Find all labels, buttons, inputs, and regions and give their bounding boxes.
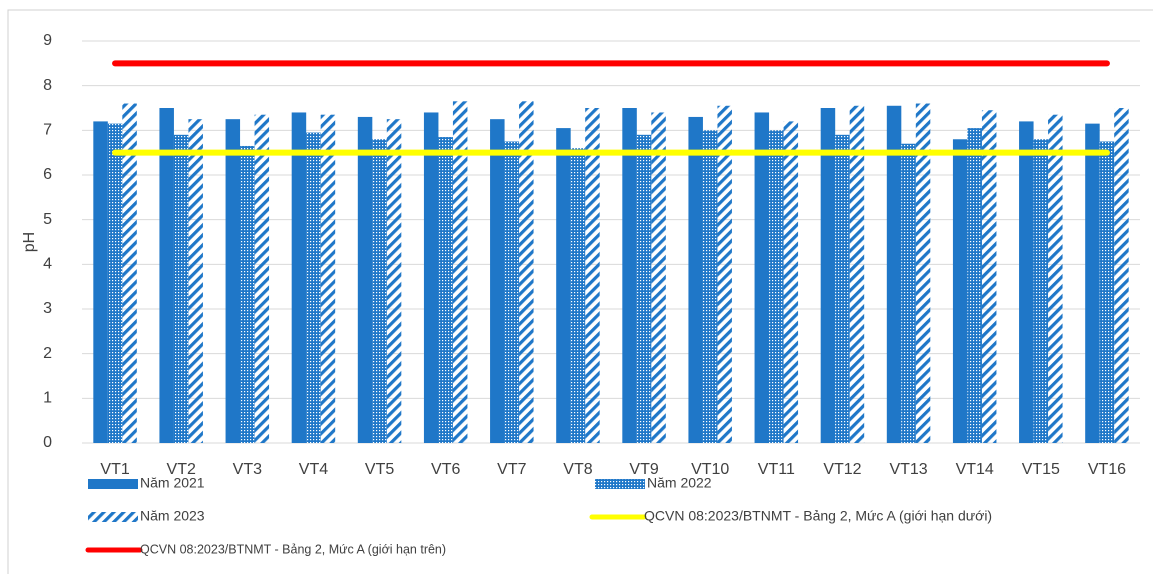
bar bbox=[651, 112, 666, 443]
legend-label: Năm 2023 bbox=[140, 508, 205, 524]
y-tick-label: 8 bbox=[43, 77, 52, 94]
bar bbox=[585, 108, 600, 443]
bar bbox=[717, 105, 732, 444]
bar bbox=[688, 116, 703, 443]
bar bbox=[438, 137, 453, 444]
bar bbox=[320, 114, 336, 443]
bar bbox=[386, 119, 402, 444]
bar bbox=[1033, 139, 1049, 443]
bar bbox=[240, 145, 255, 443]
y-tick-label: 4 bbox=[43, 256, 52, 273]
y-tick-label: 2 bbox=[43, 345, 52, 362]
y-tick-label: 0 bbox=[43, 434, 52, 451]
legend-label: QCVN 08:2023/BTNMT - Bảng 2, Mức A (giới… bbox=[644, 508, 992, 524]
legend-swatch bbox=[88, 512, 138, 522]
bar bbox=[967, 128, 982, 443]
bar bbox=[769, 130, 784, 444]
bar bbox=[783, 121, 799, 444]
bar bbox=[915, 103, 931, 444]
x-tick-label: VT16 bbox=[1088, 461, 1126, 478]
bar bbox=[820, 108, 836, 443]
bar bbox=[452, 101, 468, 444]
bar bbox=[306, 132, 321, 444]
chart-frame bbox=[7, 9, 1153, 574]
bar bbox=[519, 101, 534, 444]
x-tick-label: VT15 bbox=[1022, 461, 1060, 478]
bar bbox=[952, 139, 968, 443]
bar bbox=[754, 112, 770, 443]
x-tick-label: VT2 bbox=[167, 461, 196, 478]
x-tick-label: VT13 bbox=[889, 461, 927, 478]
x-tick-label: VT5 bbox=[365, 461, 394, 478]
bar bbox=[107, 123, 123, 443]
x-tick-label: VT8 bbox=[563, 461, 592, 478]
y-tick-label: 6 bbox=[43, 166, 52, 183]
legend-swatch bbox=[595, 479, 645, 489]
bar bbox=[981, 110, 997, 443]
y-tick-label: 5 bbox=[43, 211, 52, 228]
x-tick-label: VT3 bbox=[233, 461, 262, 478]
bar bbox=[1114, 108, 1129, 443]
bar bbox=[636, 134, 652, 444]
bar bbox=[225, 119, 241, 444]
bar bbox=[372, 139, 387, 443]
bar bbox=[622, 108, 637, 443]
x-tick-label: VT4 bbox=[299, 461, 328, 478]
y-axis-label: pH bbox=[21, 232, 38, 252]
x-tick-label: VT7 bbox=[497, 461, 526, 478]
bar bbox=[1085, 123, 1100, 443]
x-tick-label: VT11 bbox=[758, 461, 795, 478]
bar bbox=[556, 128, 571, 443]
x-tick-label: VT9 bbox=[629, 461, 658, 478]
bar bbox=[357, 116, 373, 443]
bar bbox=[423, 112, 439, 443]
bar bbox=[490, 119, 505, 444]
bar bbox=[1048, 114, 1063, 443]
legend-label: Năm 2022 bbox=[647, 475, 712, 491]
bar bbox=[702, 130, 718, 444]
x-tick-label: VT14 bbox=[956, 461, 994, 478]
bar bbox=[93, 121, 108, 444]
bar bbox=[291, 112, 307, 443]
bar bbox=[1099, 141, 1115, 443]
bar bbox=[901, 143, 916, 443]
bar bbox=[570, 148, 586, 443]
bar bbox=[254, 114, 270, 443]
bar bbox=[188, 119, 203, 444]
y-tick-label: 1 bbox=[43, 390, 52, 407]
x-tick-label: VT1 bbox=[100, 461, 129, 478]
legend-swatch bbox=[88, 479, 138, 489]
y-tick-label: 3 bbox=[43, 300, 52, 317]
y-tick-label: 9 bbox=[43, 32, 52, 49]
bar bbox=[849, 105, 865, 444]
bar bbox=[159, 108, 174, 443]
legend-label: Năm 2021 bbox=[140, 475, 205, 491]
x-tick-label: VT6 bbox=[431, 461, 460, 478]
bar bbox=[835, 134, 850, 444]
bar bbox=[504, 141, 520, 443]
legend-label: QCVN 08:2023/BTNMT - Bảng 2, Mức A (giới… bbox=[140, 542, 446, 556]
bar bbox=[173, 134, 189, 444]
bar bbox=[122, 103, 137, 444]
x-tick-label: VT10 bbox=[691, 461, 729, 478]
y-tick-label: 7 bbox=[43, 122, 52, 139]
x-tick-label: VT12 bbox=[823, 461, 861, 478]
bar bbox=[1019, 121, 1034, 444]
bar bbox=[886, 105, 902, 444]
